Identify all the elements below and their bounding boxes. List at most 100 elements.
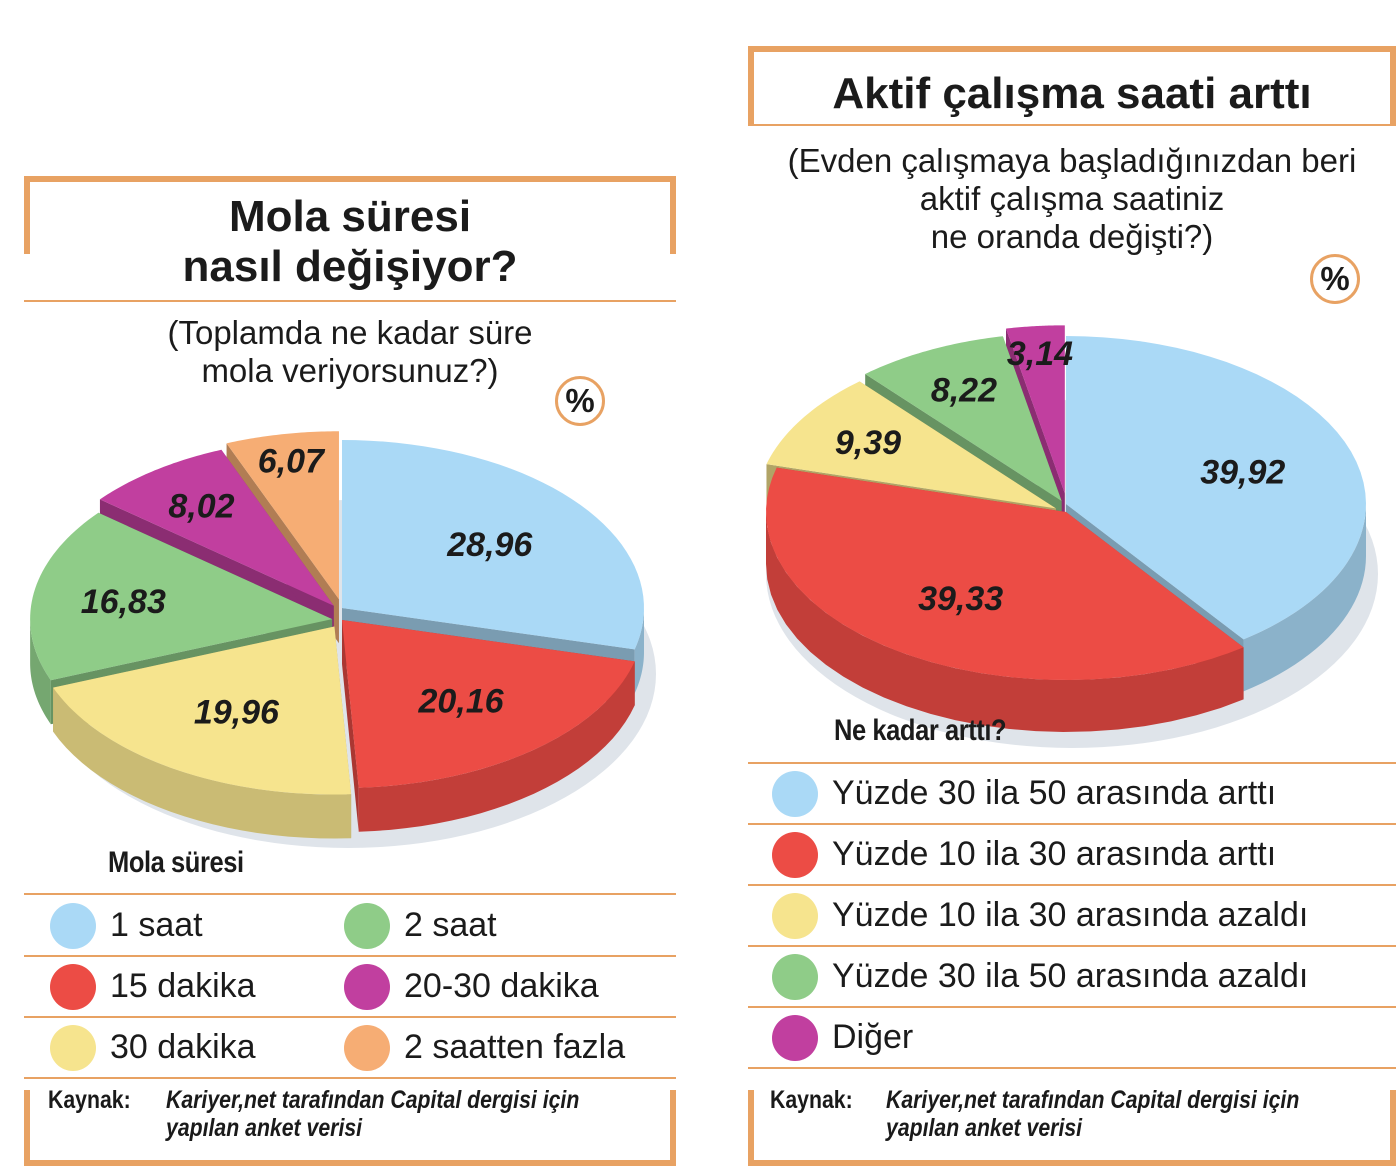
slice-top [1066, 336, 1366, 640]
source-text: Kariyer,net tarafından Capital dergisi i… [166, 1086, 579, 1142]
legend-title: Mola süresi [108, 846, 244, 879]
slice-top [766, 381, 1056, 509]
source-text: Kariyer,net tarafından Capital dergisi i… [886, 1086, 1299, 1142]
slice-top [342, 620, 635, 788]
slice-value-label: 16,83 [81, 583, 166, 621]
legend-row: Yüzde 30 ila 50 arasında arttı [748, 764, 1396, 825]
subtitle-line-3: ne oranda değişti?) [930, 218, 1214, 255]
legend-item: Diğer [772, 1008, 913, 1067]
legend-label: Diğer [832, 1018, 914, 1056]
legend-swatch [772, 953, 818, 1000]
legend-label: Yüzde 10 ila 30 arasında arttı [832, 835, 1277, 873]
slice-value-label: 39,33 [918, 580, 1003, 618]
legend-item: 2 saat [344, 896, 497, 955]
slice-top [342, 440, 644, 650]
source-line-1: Kariyer,net tarafından Capital dergisi i… [886, 1086, 1300, 1114]
left-infographic: Mola süresi nasıl değişiyor? (Toplamda n… [0, 176, 700, 1166]
legend-row: Yüzde 10 ila 30 arasında azaldı [748, 886, 1396, 947]
legend-item: Yüzde 10 ila 30 arasında azaldı [772, 886, 1308, 945]
legend-item: 2 saatten fazla [344, 1018, 625, 1077]
chart-title: Mola süresi nasıl değişiyor? [0, 192, 700, 292]
title-frame [748, 46, 1396, 124]
source-frame [748, 1090, 1396, 1166]
slice-top [865, 336, 1062, 501]
legend-swatch [50, 963, 96, 1010]
legend-top-rule [24, 893, 676, 895]
legend-top-rule [748, 762, 1396, 764]
legend-label: 2 saat [404, 906, 497, 944]
legend-swatch [344, 1024, 390, 1071]
legend-item: 30 dakika [50, 1018, 256, 1077]
slice-side [634, 608, 644, 694]
slice-value-label: 3,14 [1007, 335, 1073, 373]
legend-row: 30 dakika 2 saatten fazla [24, 1018, 676, 1079]
legend-label: 1 saat [110, 906, 203, 944]
title-line-1: Mola süresi [228, 192, 472, 241]
slice-top [30, 512, 333, 681]
slice-cut-face [342, 620, 359, 832]
slice-top [766, 467, 1244, 680]
slice-top [53, 626, 352, 795]
slice-value-label: 9,39 [835, 424, 901, 462]
legend-swatch [772, 1014, 818, 1061]
percent-badge: % [1310, 254, 1360, 304]
slice-side [358, 661, 635, 832]
legend-row: 1 saat 2 saat [24, 896, 676, 957]
legend-label: Yüzde 30 ila 50 arasında azaldı [832, 957, 1309, 995]
title-rule [24, 300, 676, 302]
pie-chart-mola: 28,96 20,16 19,96 16,83 8,02 6,07 [30, 431, 656, 848]
legend-swatch [772, 892, 818, 939]
chart-title: Aktif çalışma saati arttı [832, 69, 1312, 118]
slice-top [226, 431, 339, 600]
legend-item: 1 saat [50, 896, 203, 955]
slice-side [766, 512, 1244, 732]
legend-swatch [772, 770, 818, 817]
source-key: Kaynak: [770, 1086, 853, 1114]
source-line-2: yapılan anket verisi [166, 1114, 363, 1142]
legend-label: 20-30 dakika [404, 967, 599, 1005]
slice-value-label: 20,16 [417, 682, 504, 720]
percent-badge: % [555, 376, 605, 426]
slice-side [30, 619, 51, 725]
legend-item: Yüzde 30 ila 50 arasında azaldı [772, 947, 1308, 1006]
subtitle-line-2: mola veriyorsunuz?) [201, 352, 499, 389]
legend-swatch [50, 1024, 96, 1071]
chart-subtitle: (Evden çalışmaya başladığınızdan beri ak… [748, 142, 1396, 256]
slice-value-label: 6,07 [258, 443, 326, 481]
source-line-2: yapılan anket verisi [886, 1114, 1083, 1142]
legend-row: Diğer [748, 1008, 1396, 1069]
title-line-2: nasıl değişiyor? [182, 242, 518, 291]
title-frame [24, 176, 676, 254]
right-infographic: Aktif çalışma saati arttı (Evden çalışma… [700, 0, 1398, 1170]
slice-side [1243, 504, 1366, 692]
legend-item: Yüzde 30 ila 50 arasında arttı [772, 764, 1276, 823]
slice-value-label: 39,92 [1200, 454, 1285, 492]
legend-swatch [344, 963, 390, 1010]
legend-item: Yüzde 10 ila 30 arasında arttı [772, 825, 1276, 884]
legend-row: 15 dakika 20-30 dakika [24, 957, 676, 1018]
slice-value-label: 8,22 [931, 371, 997, 409]
legend-title: Ne kadar arttı? [834, 714, 1007, 747]
pie-chart-aktif-calisma: 39,92 39,33 9,39 8,22 3,14 [766, 325, 1378, 748]
legend-label: 15 dakika [110, 967, 256, 1005]
subtitle-line-1: (Evden çalışmaya başladığınızdan beri [787, 142, 1357, 179]
slice-value-label: 8,02 [168, 488, 234, 526]
legend-item: 20-30 dakika [344, 957, 599, 1016]
chart-subtitle: (Toplamda ne kadar süre mola veriyorsunu… [0, 314, 700, 390]
slice-top [1006, 325, 1065, 494]
legend-label: Yüzde 10 ila 30 arasında azaldı [832, 896, 1309, 934]
legend-row: Yüzde 30 ila 50 arasında azaldı [748, 947, 1396, 1008]
legend-row: Yüzde 10 ila 30 arasında arttı [748, 825, 1396, 886]
slice-top [99, 449, 334, 606]
subtitle-line-2: aktif çalışma saatiniz [919, 180, 1225, 217]
source-frame [24, 1090, 676, 1166]
legend-swatch [50, 902, 96, 949]
slice-value-label: 28,96 [446, 526, 533, 564]
legend-swatch [344, 902, 390, 949]
legend-label: 30 dakika [110, 1028, 256, 1066]
subtitle-line-1: (Toplamda ne kadar süre [167, 314, 533, 351]
source-line-1: Kariyer,net tarafından Capital dergisi i… [166, 1086, 580, 1114]
slice-side [53, 687, 352, 839]
title-rule [748, 124, 1396, 126]
legend-label: Yüzde 30 ila 50 arasında arttı [832, 774, 1277, 812]
